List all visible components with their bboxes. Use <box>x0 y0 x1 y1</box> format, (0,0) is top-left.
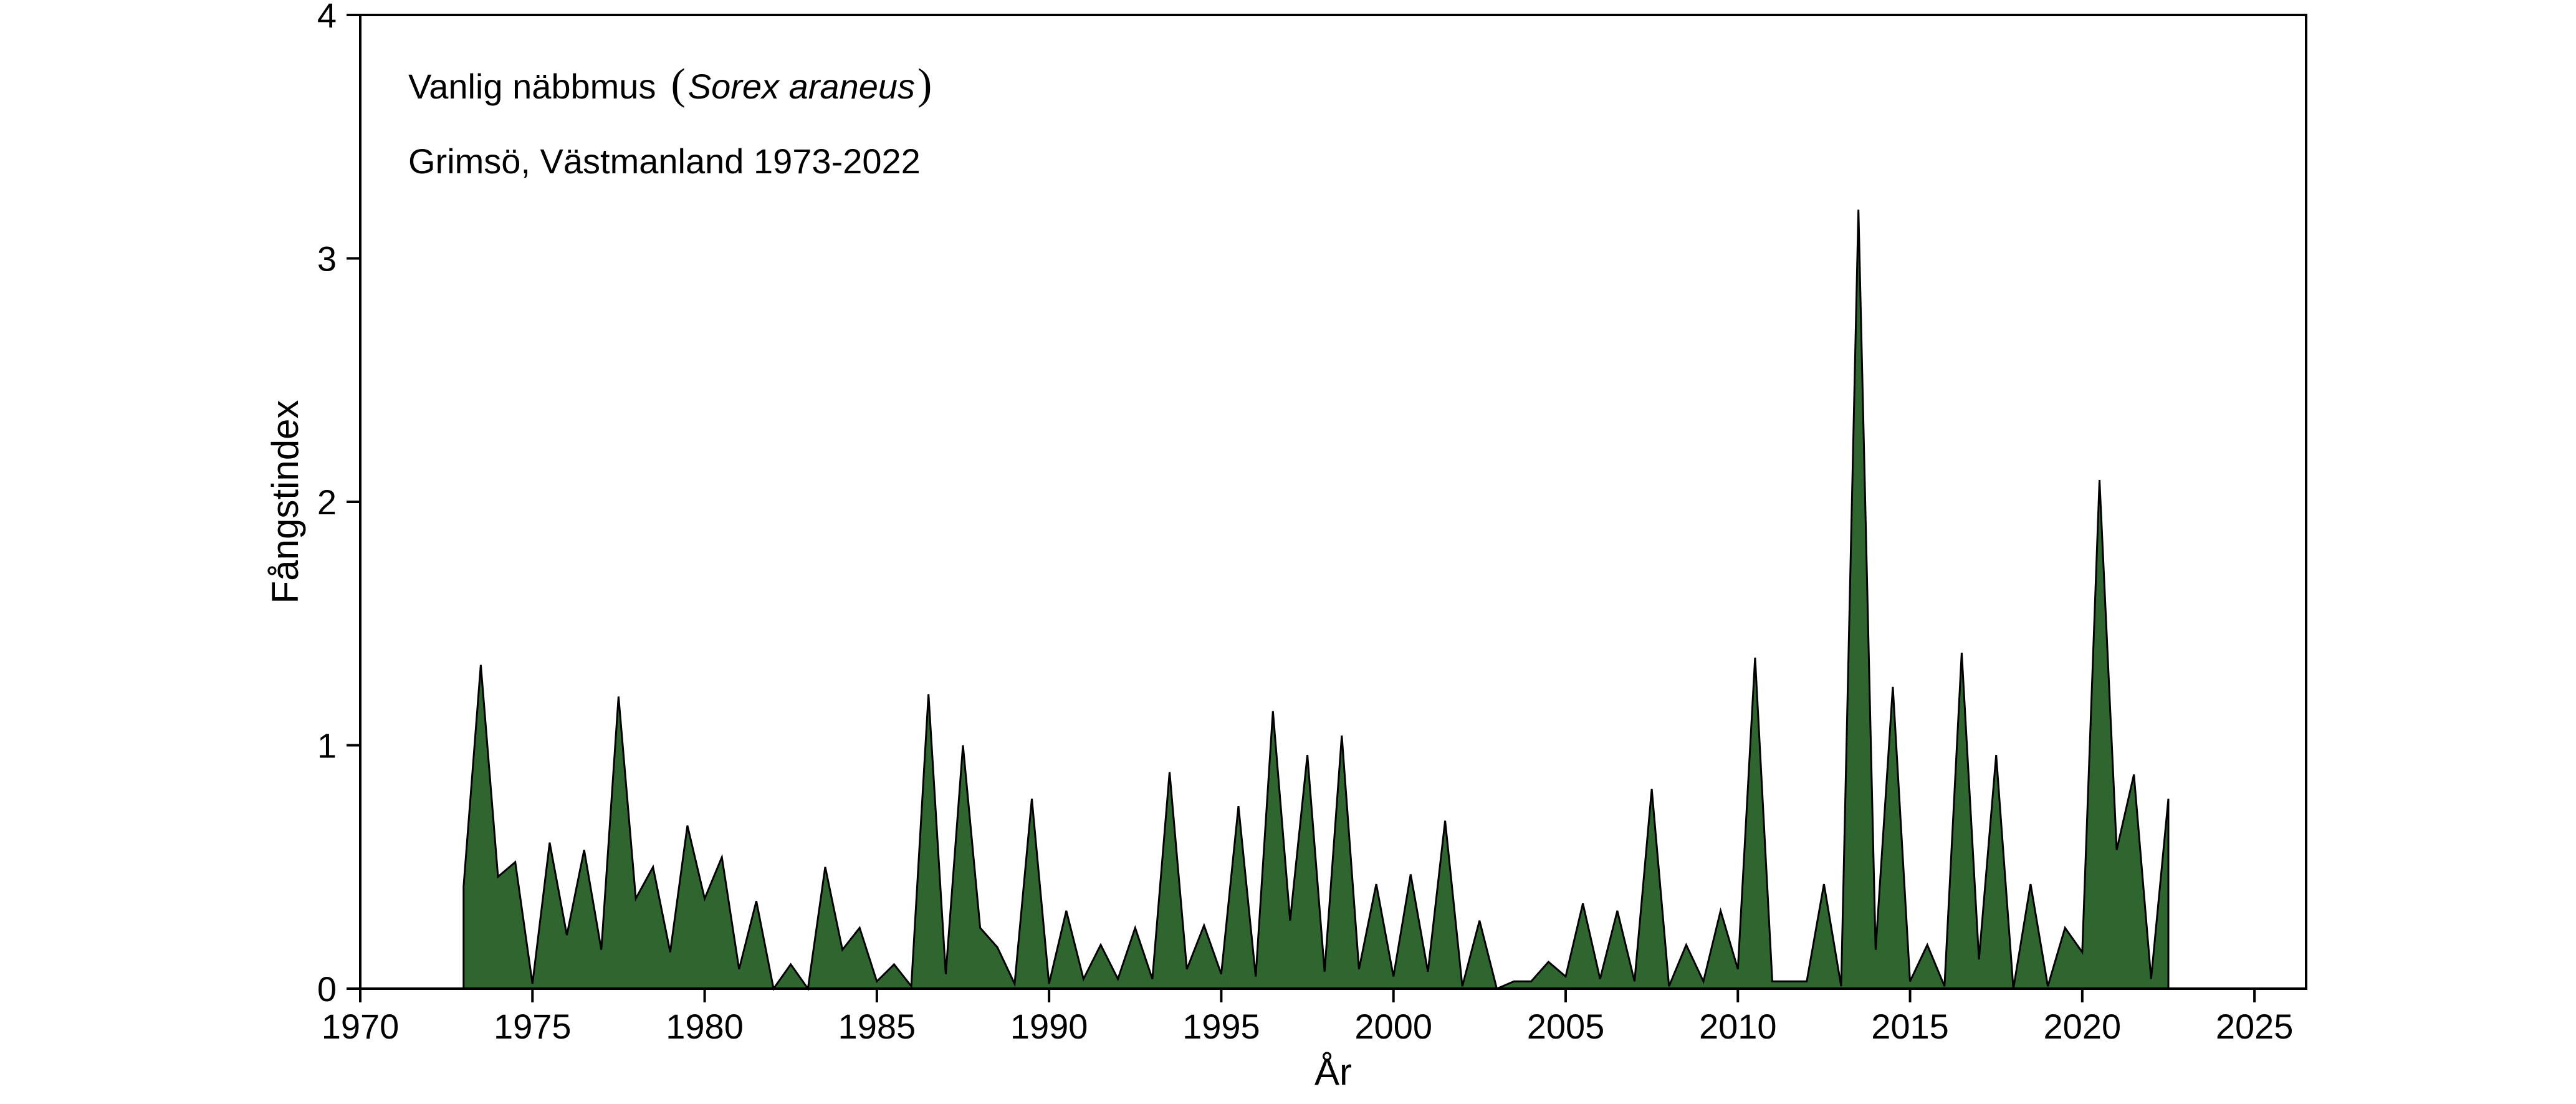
species-paren-open: ( <box>671 60 685 108</box>
x-tick-label: 1990 <box>1010 1007 1088 1046</box>
y-tick-label: 3 <box>317 239 337 279</box>
x-tick-label: 1980 <box>666 1007 744 1046</box>
y-tick-label: 1 <box>317 726 337 766</box>
x-tick-label: 2025 <box>2216 1007 2294 1046</box>
x-tick-label: 2000 <box>1354 1007 1432 1046</box>
x-tick-label: 1995 <box>1182 1007 1260 1046</box>
y-tick-label: 2 <box>317 482 337 522</box>
plot-area <box>462 209 2170 991</box>
y-tick-label: 4 <box>317 0 337 35</box>
x-tick-label: 2005 <box>1527 1007 1605 1046</box>
species-scientific-name: Sorex araneus <box>688 67 915 106</box>
y-tick-label: 0 <box>317 969 337 1009</box>
x-tick-label: 1985 <box>838 1007 916 1046</box>
x-tick-label: 2010 <box>1699 1007 1777 1046</box>
x-axis-label: År <box>1314 1051 1352 1093</box>
x-tick-label: 1975 <box>494 1007 572 1046</box>
species-common-name: Vanlig näbbmus <box>408 67 656 106</box>
axes: 1970 1975 1980 1985 1990 1995 2000 2005 2010 2015… <box>317 0 2294 1046</box>
species-annotation: Vanlig näbbmus ( Sorex araneus ) <box>408 60 932 108</box>
species-paren-close: ) <box>917 60 932 108</box>
area-series <box>462 209 2170 991</box>
x-tick-label: 2015 <box>1871 1007 1949 1046</box>
location-annotation: Grimsö, Västmanland 1973-2022 <box>408 142 921 181</box>
x-tick-label: 2020 <box>2044 1007 2122 1046</box>
x-tick-label: 1970 <box>322 1007 400 1046</box>
y-axis-label: Fångstindex <box>264 400 306 604</box>
